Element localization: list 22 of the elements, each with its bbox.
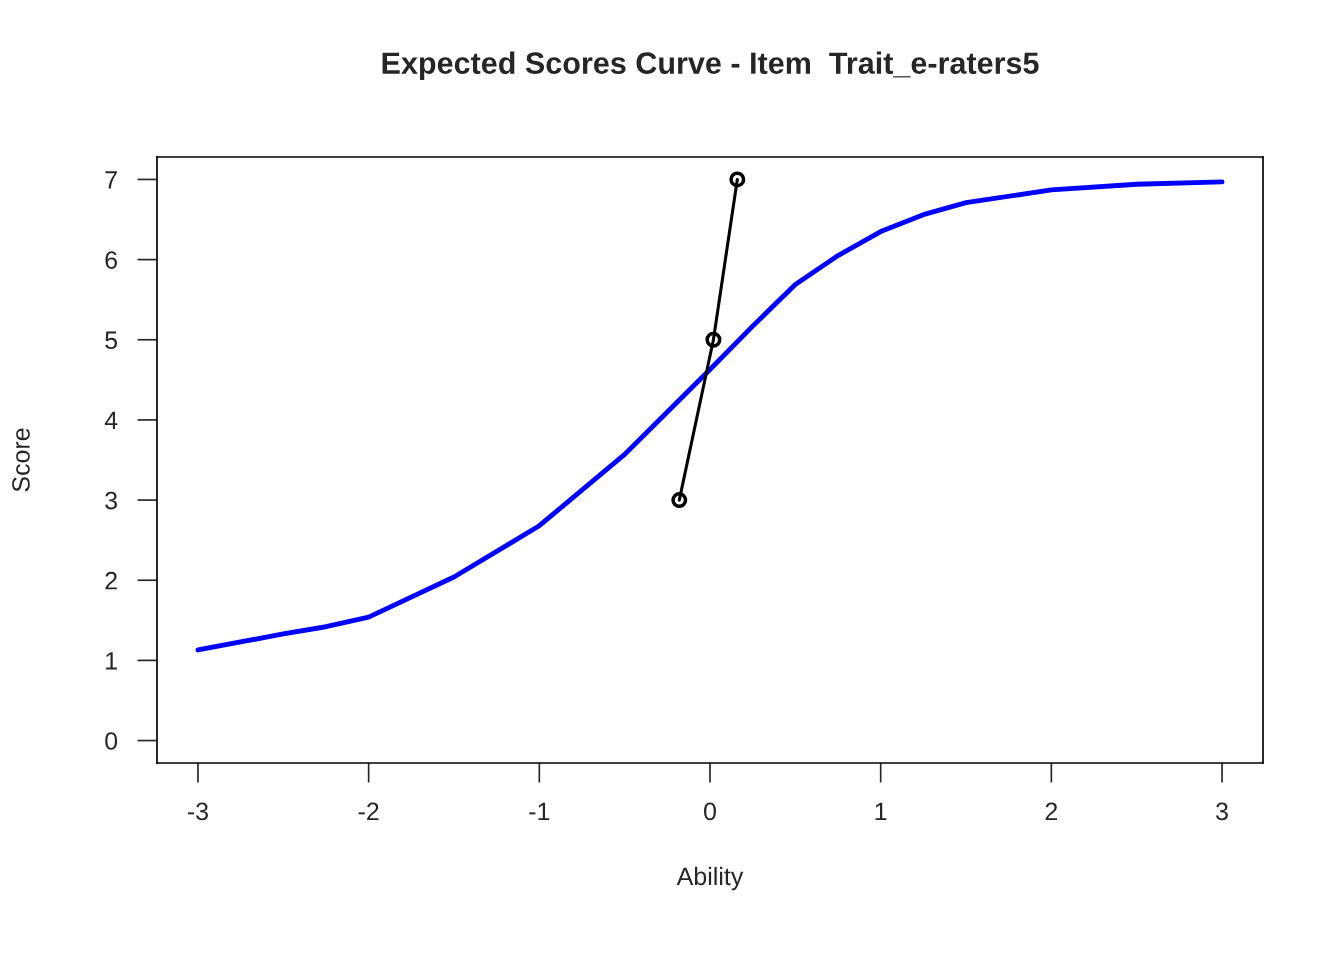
x-tick-label: -2: [358, 802, 379, 821]
y-tick-label: 6: [105, 251, 118, 269]
y-axis-title: Score: [12, 428, 30, 492]
y-tick-label: 7: [105, 171, 117, 189]
point: [705, 331, 722, 348]
line-series: [195, 179, 1225, 653]
y-tick-label: 2: [105, 571, 117, 590]
x-tick-label: 3: [1216, 802, 1228, 821]
x-axis-title: Ability: [676, 866, 744, 891]
point: [729, 171, 746, 188]
y-tick-label: 0: [105, 732, 118, 750]
x-tick-label: 2: [1045, 802, 1058, 821]
point: [671, 492, 688, 509]
x-tick-label: 1: [875, 802, 887, 821]
y-tick-label: 4: [104, 411, 118, 429]
chart-title: Expected Scores Curve - Item Trait_e-raters5: [382, 51, 1039, 81]
y-tick-label: 1: [106, 652, 117, 670]
x-tick-label: -3: [187, 802, 208, 821]
x-tick-label: -1: [529, 802, 550, 821]
y-tick-label: 3: [105, 491, 118, 510]
y-tick-label: 5: [105, 331, 118, 350]
x-tick-label: 0: [704, 802, 716, 821]
